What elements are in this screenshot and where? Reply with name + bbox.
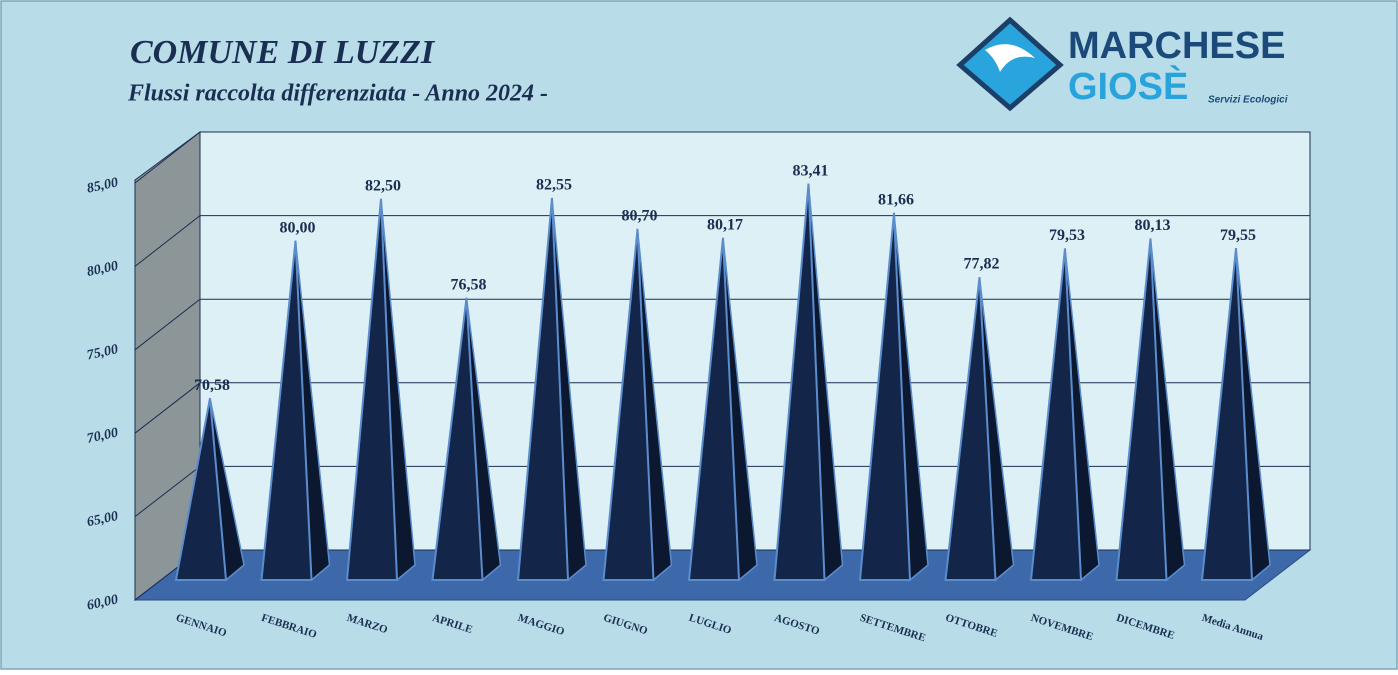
chart-title: COMUNE DI LUZZI <box>130 34 436 71</box>
data-label: 80,17 <box>707 216 743 233</box>
y-tick-label: 80,00 <box>86 259 120 280</box>
y-tick-label: 85,00 <box>86 175 120 196</box>
pyramid <box>1029 248 1083 581</box>
pyramid <box>773 183 826 581</box>
data-label: 77,82 <box>964 256 1000 273</box>
grid-line <box>134 382 1310 434</box>
y-tick-label: 75,00 <box>86 342 120 363</box>
pyramid <box>174 397 228 581</box>
pyramid <box>687 237 741 581</box>
data-label: 80,00 <box>280 219 316 236</box>
data-label: 79,55 <box>1220 227 1256 244</box>
pyramid <box>431 297 484 581</box>
grid-line <box>134 215 1310 267</box>
pyramid <box>1115 238 1168 581</box>
data-label: 70,58 <box>194 377 230 394</box>
pyramid <box>858 212 912 581</box>
pyramid <box>944 276 997 581</box>
pyramid <box>602 228 655 581</box>
data-label: 81,66 <box>878 192 914 209</box>
data-label: 82,55 <box>536 177 572 194</box>
y-tick-label: 65,00 <box>86 509 120 530</box>
grid-line <box>134 298 1310 351</box>
grid-line <box>134 131 1310 184</box>
logo: MARCHESE GIOSÈ Servizi Ecologici <box>956 16 1288 112</box>
logo-tagline: Servizi Ecologici <box>1208 95 1288 106</box>
data-label: 83,41 <box>793 162 829 179</box>
y-tick-label: 70,00 <box>86 426 120 447</box>
logo-bird <box>985 44 1035 72</box>
logo-text: MARCHESE <box>1068 25 1285 67</box>
logo-text: GIOSÈ <box>1068 64 1188 108</box>
chart-subtitle: Flussi raccolta differenziata - Anno 202… <box>127 81 548 107</box>
data-label: 76,58 <box>451 276 487 293</box>
data-label: 80,70 <box>622 208 658 225</box>
pyramid <box>516 197 570 581</box>
data-label: 80,13 <box>1135 217 1171 234</box>
y-tick-label: 60,00 <box>86 592 120 613</box>
plot <box>174 183 1271 582</box>
pyramid <box>1200 248 1254 581</box>
data-label: 82,50 <box>365 177 401 194</box>
data-label: 79,53 <box>1049 227 1085 244</box>
pyramid <box>260 240 313 581</box>
pyramid <box>345 198 399 581</box>
logo-icon <box>956 16 1064 112</box>
